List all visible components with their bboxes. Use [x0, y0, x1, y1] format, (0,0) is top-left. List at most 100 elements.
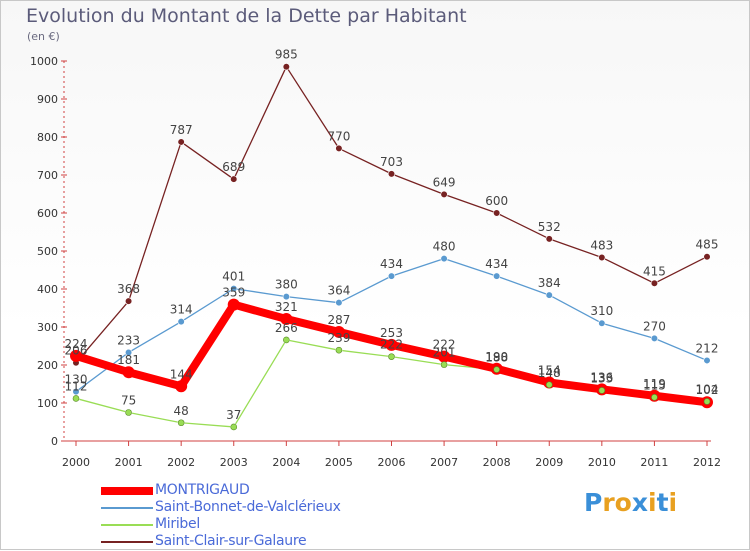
data-label: 270 — [643, 319, 666, 333]
brand-logo: Proxiti — [584, 488, 677, 517]
data-point — [282, 63, 290, 71]
data-point — [385, 338, 398, 351]
y-tick-label: 1000 — [30, 55, 58, 68]
brand-letter: o — [614, 488, 632, 517]
data-label: 600 — [485, 194, 508, 208]
legend-label: Saint-Clair-sur-Galaure — [155, 533, 307, 549]
data-label: 434 — [485, 257, 508, 271]
data-point — [387, 170, 396, 178]
data-point — [493, 272, 501, 280]
data-label: 480 — [433, 240, 456, 254]
data-label: 415 — [643, 264, 666, 278]
data-point — [335, 144, 343, 152]
brand-letter: x — [631, 488, 648, 517]
data-label: 181 — [117, 353, 140, 367]
data-point — [598, 319, 606, 327]
data-label: 532 — [538, 220, 561, 234]
data-label: 104 — [696, 382, 719, 396]
data-point — [280, 313, 293, 326]
y-tick-label: 900 — [37, 93, 58, 106]
x-tick-label: 2008 — [483, 456, 511, 469]
x-tick-label: 2004 — [272, 456, 300, 469]
data-point — [493, 209, 501, 217]
data-point — [440, 190, 448, 198]
brand-letter: i — [648, 488, 657, 517]
x-tick-label: 2000 — [62, 456, 90, 469]
data-point — [388, 353, 395, 360]
data-point — [438, 350, 451, 363]
data-point — [545, 235, 553, 243]
data-point — [703, 356, 711, 365]
data-point — [651, 393, 658, 401]
data-label: 148 — [538, 366, 561, 380]
data-label: 359 — [222, 286, 245, 300]
data-label: 384 — [538, 276, 561, 290]
data-label: 483 — [590, 238, 613, 252]
data-label: 287 — [327, 313, 350, 327]
data-label: 136 — [590, 370, 613, 384]
data-label: 224 — [65, 337, 88, 351]
data-label: 130 — [65, 373, 88, 387]
x-tick-label: 2001 — [115, 456, 143, 469]
y-tick-label: 100 — [37, 397, 58, 410]
x-tick-label: 2005 — [325, 456, 353, 469]
legend-swatch — [101, 541, 153, 543]
data-point — [703, 398, 711, 405]
data-point — [124, 348, 133, 357]
data-label: 37 — [226, 408, 241, 422]
brand-letter: P — [584, 488, 603, 517]
data-label: 321 — [275, 300, 298, 314]
data-label: 144 — [170, 367, 193, 381]
line-chart: 0 100 200 300 400 500 600 700 800 900 1000 2000 2001… — [30, 48, 721, 469]
legend-label: Saint-Bonnet-de-Valclérieux — [155, 499, 341, 515]
axes: 0 100 200 300 400 500 600 700 800 900 1000 2000 2001… — [30, 55, 721, 469]
y-tick-label: 300 — [37, 321, 58, 334]
data-label: 689 — [222, 160, 245, 174]
legend-swatch — [101, 507, 153, 509]
data-label: 266 — [275, 321, 298, 335]
data-point — [493, 366, 500, 373]
data-point — [124, 297, 133, 305]
brand-letter: i — [668, 488, 678, 517]
data-point — [545, 291, 553, 299]
data-point — [545, 381, 553, 389]
data-label: 112 — [65, 379, 88, 393]
data-point — [122, 366, 135, 379]
legend-label: MONTRIGAUD — [155, 482, 250, 498]
data-label: 133 — [590, 371, 613, 385]
x-tick-label: 2010 — [588, 456, 616, 469]
data-point — [282, 293, 290, 301]
data-label: 206 — [65, 344, 88, 358]
data-label: 239 — [327, 331, 350, 345]
y-tick-label: 600 — [37, 207, 58, 220]
y-tick-label: 400 — [37, 283, 58, 296]
x-tick-label: 2007 — [430, 456, 458, 469]
data-label: 364 — [327, 284, 350, 298]
data-label: 154 — [538, 363, 561, 377]
brand-letter: r — [602, 488, 615, 517]
data-point — [650, 279, 659, 287]
data-point — [125, 409, 132, 416]
series-line — [75, 66, 708, 364]
data-label: 787 — [170, 123, 193, 137]
data-point — [70, 349, 82, 362]
data-label: 48 — [174, 404, 189, 418]
data-label: 368 — [117, 282, 140, 296]
data-point — [72, 395, 80, 402]
x-tick-label: 2009 — [535, 456, 563, 469]
data-point — [598, 253, 606, 262]
chart-title: Evolution du Montant de la Dette par Hab… — [26, 5, 467, 27]
data-point — [335, 299, 343, 307]
y-tick-label: 700 — [37, 169, 58, 182]
x-tick-label: 2002 — [167, 456, 195, 469]
data-point — [177, 419, 185, 427]
data-point — [283, 336, 290, 344]
data-label: 649 — [433, 175, 456, 189]
data-label: 233 — [117, 333, 140, 347]
x-tick-label: 2011 — [640, 456, 668, 469]
data-point — [230, 285, 238, 293]
data-label: 102 — [696, 383, 719, 397]
legend-swatch — [101, 487, 153, 495]
